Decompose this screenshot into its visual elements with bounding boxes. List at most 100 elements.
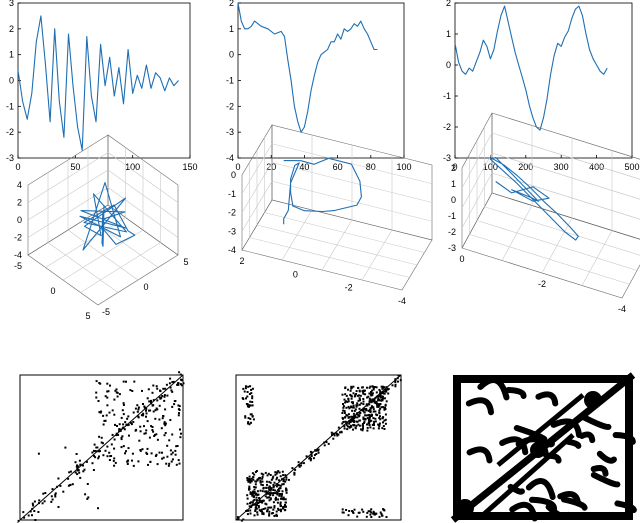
recurrence-point xyxy=(114,389,117,392)
recurrence-point xyxy=(144,432,147,435)
recurrence-point xyxy=(159,389,161,392)
recurrence-point xyxy=(102,414,105,417)
recurrence-point xyxy=(276,491,279,494)
recurrence-point xyxy=(267,472,270,475)
recurrence-point xyxy=(94,456,97,459)
recurrence-point xyxy=(379,390,382,393)
recurrence-point xyxy=(285,489,288,492)
recurrence-point xyxy=(325,441,328,443)
recurrence-point xyxy=(358,511,361,514)
z-tick-label: -4 xyxy=(228,245,236,255)
recurrence-point xyxy=(166,444,169,447)
recurrence-point xyxy=(97,400,100,402)
recurrence-point xyxy=(78,459,81,462)
recurrence-point xyxy=(116,391,119,394)
recurrence-point xyxy=(143,425,145,428)
recurrence-point xyxy=(374,420,377,423)
recurrence-point xyxy=(362,510,365,513)
recurrence-point xyxy=(351,409,354,412)
recurrence-point xyxy=(78,471,81,474)
recurrence-point xyxy=(369,513,372,516)
recurrence-point xyxy=(105,414,108,417)
recurrence-point xyxy=(152,384,155,387)
recurrence-point xyxy=(54,493,57,496)
recurrence-point xyxy=(362,392,365,395)
recurrence-point xyxy=(243,390,246,393)
recurrence-point xyxy=(122,423,125,426)
recurrence-point xyxy=(150,401,152,404)
recurrence-blob xyxy=(584,391,602,409)
recurrence-point xyxy=(154,409,157,412)
recurrence-point xyxy=(378,394,381,397)
recurrence-point xyxy=(256,499,259,502)
recurrence-point xyxy=(377,405,380,408)
recurrence-point xyxy=(98,455,100,458)
recurrence-point xyxy=(377,427,380,430)
x-tick-label: -5 xyxy=(14,261,22,271)
recurrence-point xyxy=(264,471,267,474)
recurrence-point xyxy=(251,503,254,506)
recurrence-point xyxy=(122,445,125,448)
recurrence-frame xyxy=(19,374,184,521)
recurrence-point xyxy=(122,380,125,383)
recurrence-point xyxy=(256,502,259,505)
recurrence-point xyxy=(278,490,281,493)
recurrence-point xyxy=(62,490,65,493)
recurrence-point xyxy=(171,433,174,436)
recurrence-point xyxy=(83,468,86,471)
recurrence-point xyxy=(250,388,253,391)
recurrence-point xyxy=(128,434,130,437)
recurrence-point xyxy=(164,424,167,427)
recurrence-point xyxy=(167,464,170,467)
recurrence-point xyxy=(377,395,380,398)
recurrence-point xyxy=(377,423,380,426)
recurrence-blob xyxy=(465,397,494,416)
recurrence-point xyxy=(368,403,371,406)
recurrence-point xyxy=(259,481,262,484)
recurrence-point xyxy=(178,371,181,374)
recurrence-point xyxy=(95,446,98,449)
recurrence-point xyxy=(171,458,174,461)
recurrence-point xyxy=(143,432,146,435)
recurrence-point xyxy=(173,403,176,406)
x-tick-label: 50 xyxy=(70,162,80,172)
recurrence-point xyxy=(31,507,34,510)
recurrence-point xyxy=(343,398,346,401)
recurrence-point xyxy=(345,423,348,426)
x-tick-label: 5 xyxy=(85,311,90,321)
recurrence-point xyxy=(349,389,352,392)
recurrence-point xyxy=(365,403,368,406)
recurrence-point xyxy=(249,385,252,388)
recurrence-point xyxy=(275,478,278,481)
recurrence-point xyxy=(245,385,247,388)
recurrence-point xyxy=(120,416,123,419)
recurrence-point xyxy=(150,452,153,455)
z-tick-label: 0 xyxy=(451,195,456,205)
recurrence-point xyxy=(385,390,388,393)
recurrence-point xyxy=(285,478,288,481)
recurrence-point xyxy=(342,420,345,423)
recurrence-point xyxy=(309,459,312,462)
recurrence-point xyxy=(275,513,278,516)
recurrence-point xyxy=(356,515,359,518)
recurrence-point xyxy=(114,423,116,426)
recurrence-point xyxy=(249,404,252,407)
grid-line xyxy=(491,132,640,180)
y-tick-label: -3 xyxy=(226,127,234,137)
recurrence-point xyxy=(272,475,275,478)
recurrence-point xyxy=(103,419,106,422)
recurrence-point xyxy=(358,394,360,397)
recurrence-point xyxy=(283,509,286,512)
recurrence-point xyxy=(362,427,364,430)
recurrence-point xyxy=(169,377,172,380)
recurrence-point xyxy=(126,463,129,465)
x-tick-label: -2 xyxy=(538,279,546,289)
recurrence-point xyxy=(98,382,101,384)
recurrence-point xyxy=(150,425,153,428)
recurrence-point xyxy=(363,411,366,414)
recurrence-point xyxy=(163,394,166,397)
recurrence-point xyxy=(394,383,397,386)
recurrence-point xyxy=(246,494,249,497)
recurrence-point xyxy=(182,382,185,385)
recurrence-point xyxy=(383,419,386,422)
